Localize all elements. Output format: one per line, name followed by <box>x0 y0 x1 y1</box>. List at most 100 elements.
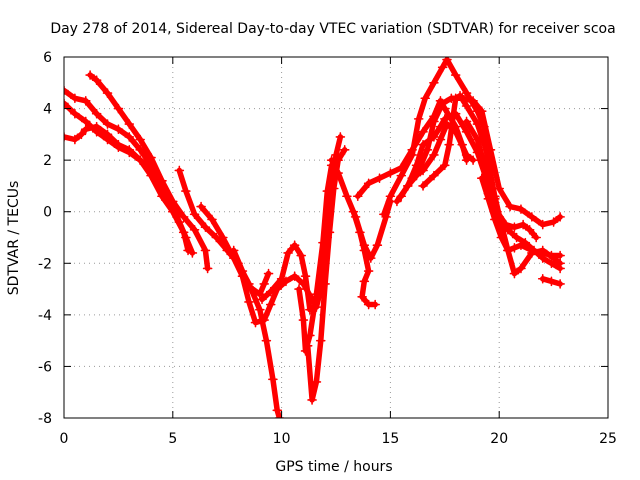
data-point <box>80 124 91 134</box>
data-point <box>268 374 278 385</box>
data-point <box>461 88 472 98</box>
data-point <box>265 299 276 310</box>
y-tick-label: -6 <box>38 359 52 375</box>
data-point <box>481 165 491 176</box>
data-point <box>124 145 135 155</box>
data-point <box>320 279 330 289</box>
data-point <box>468 96 478 106</box>
data-point <box>531 232 541 243</box>
x-tick-label: 0 <box>60 431 69 447</box>
data-point <box>418 139 428 150</box>
data-point <box>476 173 487 183</box>
data-point <box>289 271 300 281</box>
data-point <box>157 175 167 186</box>
chart-title: Day 278 of 2014, Sidereal Day-to-day VTE… <box>50 21 615 37</box>
data-point <box>476 106 487 116</box>
y-tick-label: -2 <box>38 256 52 272</box>
data-point <box>263 268 274 279</box>
data-point <box>413 114 424 124</box>
data-point <box>392 196 402 207</box>
data-point <box>429 170 439 181</box>
data-series <box>64 57 565 418</box>
data-point <box>440 114 450 124</box>
data-point <box>244 281 254 292</box>
data-point <box>359 245 370 256</box>
data-point <box>359 276 370 287</box>
data-point <box>363 266 374 276</box>
data-point <box>363 178 374 189</box>
data-point <box>555 212 565 222</box>
data-point <box>200 245 211 256</box>
data-point <box>300 271 311 281</box>
data-point <box>135 134 145 145</box>
series-track-2 <box>64 100 191 254</box>
x-tick-label: 10 <box>273 431 291 447</box>
data-point <box>259 315 269 325</box>
data-point <box>307 395 317 405</box>
data-point <box>228 245 239 256</box>
data-point <box>537 248 548 258</box>
data-point <box>516 263 526 274</box>
data-point <box>490 214 500 225</box>
data-point <box>174 165 185 176</box>
data-point <box>555 250 565 261</box>
data-point <box>289 240 300 251</box>
data-point <box>326 155 337 165</box>
data-point <box>172 212 182 222</box>
data-point <box>457 93 468 104</box>
data-point <box>329 183 339 194</box>
data-point <box>296 250 306 261</box>
data-point <box>294 284 304 294</box>
data-point <box>555 279 565 289</box>
data-point <box>348 206 359 217</box>
y-tick-label: 4 <box>43 102 52 118</box>
data-point <box>429 150 439 160</box>
data-point <box>372 240 383 251</box>
data-point <box>311 377 322 387</box>
data-point <box>163 194 174 204</box>
data-point <box>135 145 145 155</box>
data-point <box>189 209 200 220</box>
data-point <box>113 103 124 114</box>
series-track-15 <box>394 110 498 205</box>
data-point <box>472 119 483 129</box>
data-point <box>472 134 483 145</box>
data-point <box>189 224 200 235</box>
data-point <box>196 201 206 212</box>
data-point <box>442 57 452 65</box>
data-point <box>379 209 389 220</box>
series-track-6 <box>198 203 315 326</box>
data-point <box>385 191 396 202</box>
data-point <box>505 201 515 212</box>
data-point <box>218 232 228 243</box>
data-point <box>503 245 513 256</box>
data-point <box>255 289 265 300</box>
data-point <box>181 232 191 243</box>
data-point <box>509 222 520 232</box>
data-point <box>420 93 431 104</box>
data-point <box>200 222 211 232</box>
data-point <box>265 286 276 297</box>
data-point <box>546 258 557 269</box>
data-point <box>537 219 548 230</box>
data-point <box>85 70 95 80</box>
data-point <box>64 98 69 109</box>
data-point <box>335 132 346 142</box>
data-point <box>113 124 124 134</box>
data-point <box>244 297 254 307</box>
data-point <box>437 62 448 73</box>
data-point <box>259 279 269 289</box>
data-point <box>509 243 520 253</box>
data-point <box>461 126 472 137</box>
data-point <box>518 219 528 230</box>
data-point <box>461 116 472 127</box>
data-point <box>437 98 448 109</box>
data-point <box>91 75 102 86</box>
data-point <box>315 335 326 346</box>
data-point <box>187 248 198 258</box>
data-point <box>411 170 422 181</box>
y-tick-label: 6 <box>43 50 52 66</box>
y-tick-labels: -8 -6 -4 -2 0 2 4 6 <box>38 50 52 427</box>
data-point <box>276 273 287 284</box>
data-point <box>146 152 156 163</box>
